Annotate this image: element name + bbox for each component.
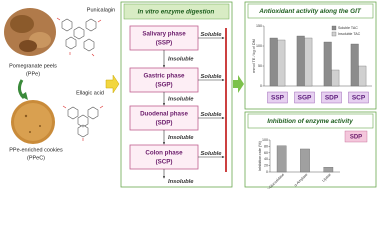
insoluble-label: Insoluble [168,57,194,63]
y-tick-label: 80 [264,144,268,148]
category-box [348,91,369,104]
insoluble-label: Insoluble [168,135,194,141]
legend-swatch [331,31,337,37]
punicalagin-molecule [56,17,102,57]
to-results-arrow [233,75,244,93]
phase-name: Salivary phase [142,31,186,38]
bar [350,43,359,87]
antioxidant-header [247,3,374,19]
ellagic-molecule [62,105,104,141]
antioxidant-title: Antioxidant activity along the GIT [258,8,362,15]
bar [323,167,334,173]
insoluble-label: Insoluble [168,179,194,185]
bar [331,69,340,87]
punicalagin-label: Punicalagin [87,7,115,13]
y-tick-label: 40 [264,157,268,161]
legend-swatch [331,25,337,31]
phase-box [129,144,199,170]
soluble-label: Soluble [201,74,223,80]
peels-image [4,8,56,56]
soluble-label: Soluble [201,32,223,38]
y-tick-label: 0 [266,170,268,174]
bar [269,37,278,87]
category-box [294,91,315,104]
bar [304,37,313,87]
category-box [321,91,342,104]
y-tick-label: 20 [264,164,268,168]
bar [300,148,310,173]
phase-abbr: (SGP) [155,82,172,89]
phase-name: Duodenal phase [140,111,188,118]
peels-label: Pomegranate peels [9,63,57,69]
graphical-abstract: Punicalagin Pomegranate peels (PPe) Ella… [4,1,377,189]
y-axis-label: mmol TE / kg of DM [252,39,256,72]
to-digestion-arrow [105,74,120,94]
x-tick-label: SDP [325,95,339,102]
phase-box [129,105,199,131]
cookies-abbr: (PPeC) [27,155,45,161]
legend-label: Soluble TAC [338,26,358,30]
cookie-image [11,100,55,144]
y-tick-label: 150 [256,24,262,28]
phase-abbr: (SCP) [156,159,173,166]
y-tick-label: 60 [264,151,268,155]
category-box [267,91,288,104]
phase-box [129,67,199,93]
insoluble-label: Insoluble [168,97,194,103]
bar [296,35,305,87]
y-tick-label: 100 [262,138,268,142]
inhibition-title: Inhibition of enzyme activity [267,118,353,125]
phase-abbr: (SDP) [156,120,173,127]
phase-abbr: (SSP) [156,40,173,47]
soluble-label: Soluble [201,151,223,157]
inhibition-header [247,113,374,129]
phase-name: Gastric phase [144,73,185,80]
phase-name: Colon phase [145,150,183,157]
y-tick-label: 100 [256,44,262,48]
down-arrow-head [20,92,28,100]
y-tick-label: 50 [258,64,262,68]
peels-abbr: (PPe) [26,71,40,77]
bar [358,65,367,87]
x-tick-label: SGP [298,95,312,102]
ellagic-label: Ellagic acid [76,90,104,96]
bar [276,145,287,173]
digestion-title: In vitro enzyme digestion [138,9,215,16]
x-tick-label: SCP [352,95,366,102]
soluble-label: Soluble [201,112,223,118]
y-tick-label: 0 [260,84,262,88]
x-tick-label: Lipase [321,173,331,183]
phase-box [129,25,199,51]
legend-label: Insoluble TAC [338,32,361,36]
digestion-header [123,3,230,20]
bar [323,41,332,87]
sdp-tag: SDP [350,134,362,140]
bar [277,39,286,87]
x-tick-label: SSP [271,95,285,102]
y-axis-label: Inhibition rate (%) [258,140,262,170]
cookies-label: PPe-enriched cookies [9,147,63,153]
sdp-tag-box [344,130,368,143]
